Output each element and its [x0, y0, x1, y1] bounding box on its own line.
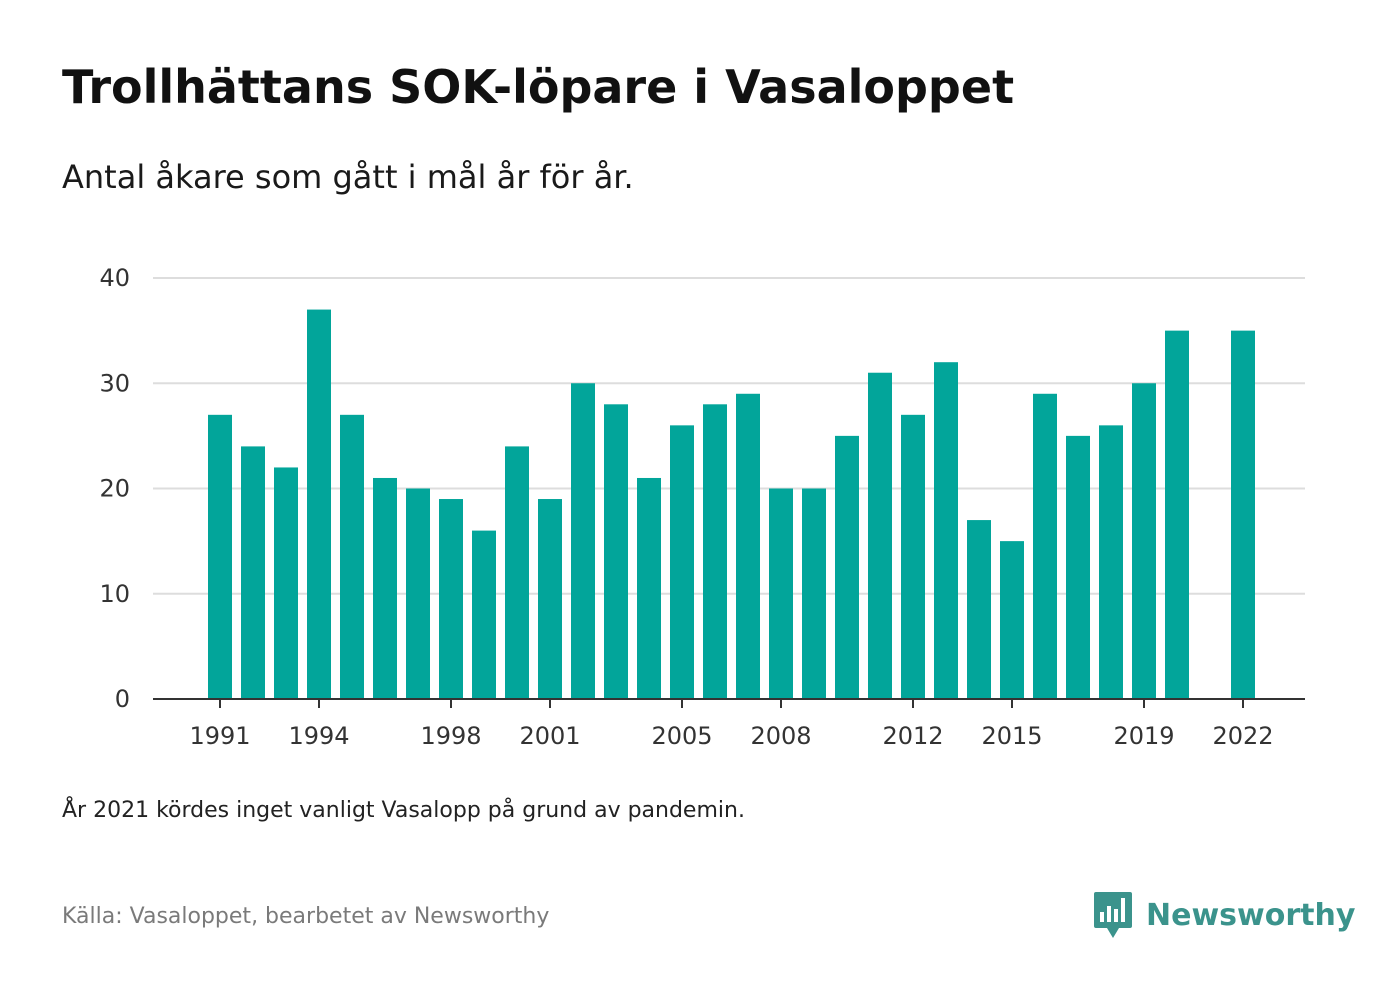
bar-2014 — [967, 520, 991, 699]
bar-2022 — [1231, 330, 1255, 699]
bar-1996 — [373, 477, 397, 699]
y-tick-label-30: 30 — [99, 369, 130, 397]
bar-1995 — [340, 414, 364, 699]
x-tick-label-2022: 2022 — [1212, 722, 1273, 750]
footnote: År 2021 kördes inget vanligt Vasalopp på… — [62, 798, 745, 823]
bar-2016 — [1033, 393, 1057, 699]
bar-2003 — [604, 404, 628, 699]
y-tick-label-40: 40 — [99, 264, 130, 292]
bars — [208, 309, 1255, 699]
source-text: Källa: Vasaloppet, bearbetet av Newswort… — [62, 904, 550, 929]
bar-2008 — [769, 488, 793, 699]
bar-2017 — [1066, 435, 1090, 699]
bar-2002 — [571, 383, 595, 699]
bar-1998 — [439, 499, 463, 699]
bar-chart: 0 10 20 30 40 1991 1994 1998 2001 2005 2008 2012 20… — [99, 264, 1305, 750]
bar-2001 — [538, 499, 562, 699]
x-tick-label-1991: 1991 — [189, 722, 250, 750]
bar-2004 — [637, 477, 661, 699]
bar-2007 — [736, 393, 760, 699]
brand-name: Newsworthy — [1146, 897, 1356, 933]
bar-2019 — [1132, 383, 1156, 699]
chart-title: Trollhättans SOK-löpare i Vasaloppet — [62, 60, 1015, 114]
x-tick-label-2012: 2012 — [882, 722, 943, 750]
bar-2018 — [1099, 425, 1123, 699]
bar-2009 — [802, 488, 826, 699]
bar-2005 — [670, 425, 694, 699]
x-axis-ticks: 1991 1994 1998 2001 2005 2008 2012 2015 2019 2022 — [153, 698, 1305, 750]
bar-1991 — [208, 414, 232, 699]
bar-2010 — [835, 435, 859, 699]
y-tick-label-0: 0 — [115, 685, 130, 713]
bar-1997 — [406, 488, 430, 699]
x-tick-label-2005: 2005 — [651, 722, 712, 750]
x-tick-label-2008: 2008 — [750, 722, 811, 750]
bar-2020 — [1165, 330, 1189, 699]
y-tick-label-20: 20 — [99, 475, 130, 503]
bar-2000 — [505, 446, 529, 699]
x-tick-label-2015: 2015 — [981, 722, 1042, 750]
brand-logo: Newsworthy — [1092, 890, 1355, 940]
bar-1999 — [472, 530, 496, 699]
newsworthy-bars-icon — [1094, 892, 1132, 938]
bar-1994 — [307, 309, 331, 699]
y-tick-label-10: 10 — [99, 580, 130, 608]
x-tick-label-2019: 2019 — [1113, 722, 1174, 750]
chart-subtitle: Antal åkare som gått i mål år för år. — [62, 158, 634, 196]
x-tick-label-2001: 2001 — [519, 722, 580, 750]
x-tick-label-1998: 1998 — [420, 722, 481, 750]
bar-1992 — [241, 446, 265, 699]
bar-2006 — [703, 404, 727, 699]
bar-2011 — [868, 372, 892, 699]
y-axis-ticks: 0 10 20 30 40 — [99, 264, 130, 713]
x-tick-label-1994: 1994 — [288, 722, 349, 750]
bar-1993 — [274, 467, 298, 699]
bar-2012 — [901, 414, 925, 699]
bar-2015 — [1000, 541, 1024, 699]
bar-2013 — [934, 362, 958, 699]
